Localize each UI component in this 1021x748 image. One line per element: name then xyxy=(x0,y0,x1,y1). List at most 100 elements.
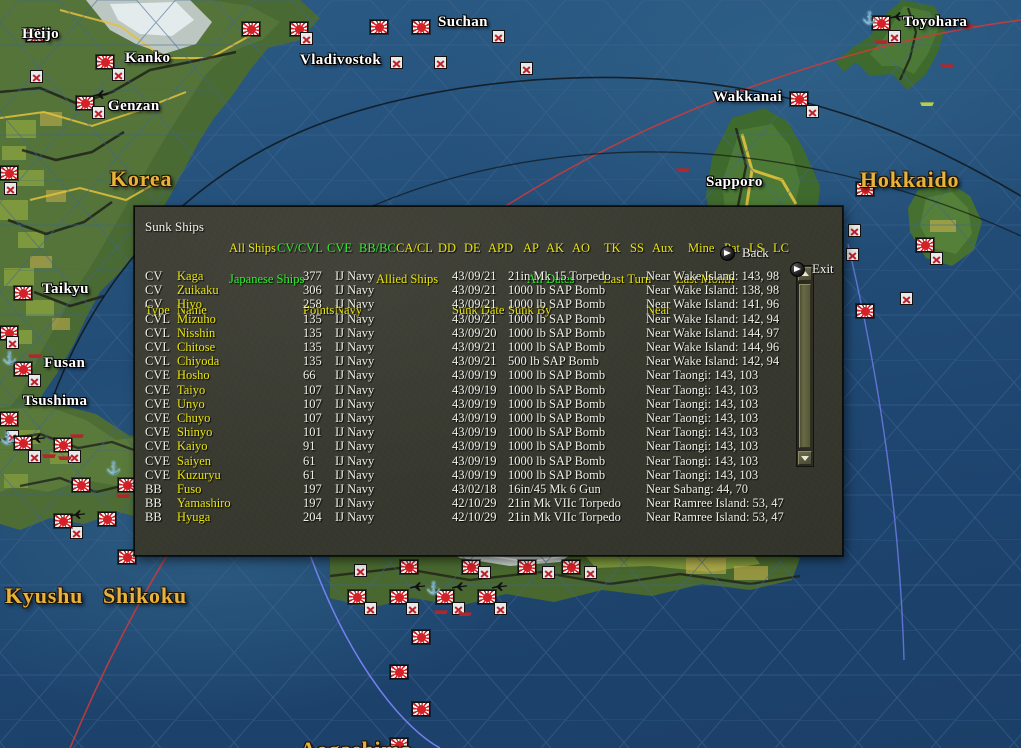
unit-counter-small[interactable] xyxy=(354,564,367,577)
column-header-sunk-by[interactable]: Sunk By xyxy=(508,303,552,317)
unit-counter[interactable] xyxy=(118,550,136,564)
unit-counter[interactable] xyxy=(14,286,32,300)
unit-counter[interactable] xyxy=(0,412,18,426)
filter-ap[interactable]: AP xyxy=(523,241,539,255)
filter-last-month[interactable]: Last Month xyxy=(676,272,734,286)
exit-button[interactable]: Exit xyxy=(790,261,1021,277)
filter-aux[interactable]: Aux xyxy=(652,241,674,255)
unit-counter-small[interactable] xyxy=(478,566,491,579)
unit-counter-small[interactable] xyxy=(542,566,555,579)
filter-all-ships[interactable]: All Ships xyxy=(229,241,276,255)
unit-counter[interactable] xyxy=(412,630,430,644)
filter-ls[interactable]: LS xyxy=(749,241,764,255)
ship-marker[interactable] xyxy=(960,24,974,28)
table-row[interactable]: BB Hyuga 204 IJ Navy 42/10/29 21in Mk VIIc To… xyxy=(135,510,842,524)
unit-counter[interactable] xyxy=(436,590,454,604)
unit-counter[interactable] xyxy=(72,478,90,492)
air-unit-icon[interactable] xyxy=(410,582,425,591)
unit-counter-small[interactable] xyxy=(452,602,465,615)
unit-counter[interactable] xyxy=(390,665,408,679)
unit-counter-small[interactable] xyxy=(434,56,447,69)
column-header-points[interactable]: Points xyxy=(303,303,335,317)
table-row[interactable]: CV Zuikaku 306 IJ Navy 43/09/21 1000 lb SAP B… xyxy=(135,283,842,297)
unit-counter-small[interactable] xyxy=(70,526,83,539)
column-header-near[interactable]: Near xyxy=(646,303,671,317)
scrollbar-thumb[interactable] xyxy=(799,284,811,448)
unit-counter[interactable] xyxy=(54,514,72,528)
filter-tk[interactable]: TK xyxy=(604,241,621,255)
unit-counter-small[interactable] xyxy=(900,292,913,305)
unit-counter[interactable] xyxy=(916,238,934,252)
unit-counter[interactable] xyxy=(390,590,408,604)
unit-counter-small[interactable] xyxy=(6,336,19,349)
table-row[interactable]: CV Hiyo 258 IJ Navy 43/09/21 1000 lb SAP Bomb… xyxy=(135,297,842,311)
unit-counter[interactable] xyxy=(856,182,874,196)
unit-counter-small[interactable] xyxy=(520,62,533,75)
air-unit-icon[interactable] xyxy=(70,510,85,519)
table-row[interactable]: CVE Kaiyo 91 IJ Navy 43/09/19 1000 lb SAP Bom… xyxy=(135,439,842,453)
column-header-navy[interactable]: Navy xyxy=(335,303,363,317)
ship-marker[interactable] xyxy=(58,456,72,460)
unit-counter-small[interactable] xyxy=(112,68,125,81)
table-row[interactable]: CVL Chitose 135 IJ Navy 43/09/21 1000 lb SAP … xyxy=(135,340,842,354)
air-unit-icon[interactable] xyxy=(890,12,905,21)
table-row[interactable]: BB Fuso 197 IJ Navy 43/02/18 16in/45 Mk 6 Gun… xyxy=(135,482,842,496)
unit-counter-small[interactable] xyxy=(584,566,597,579)
unit-counter[interactable] xyxy=(412,20,430,34)
table-row[interactable]: CV Kaga 377 IJ Navy 43/09/21 21in Mk 15 Torpe… xyxy=(135,269,842,283)
unit-counter[interactable] xyxy=(54,438,72,452)
air-unit-icon[interactable] xyxy=(93,90,108,99)
unit-counter[interactable] xyxy=(14,362,32,376)
unit-counter-small[interactable] xyxy=(806,105,819,118)
air-unit-icon[interactable] xyxy=(492,582,507,591)
back-button[interactable]: Back xyxy=(720,245,1021,261)
unit-counter-small[interactable] xyxy=(30,70,43,83)
table-row[interactable]: CVE Taiyo 107 IJ Navy 43/09/19 1000 lb SAP Bo… xyxy=(135,383,842,397)
unit-counter[interactable] xyxy=(242,22,260,36)
air-unit-icon[interactable] xyxy=(452,582,467,591)
filter-lc[interactable]: LC xyxy=(773,241,789,255)
filter-bb-bc[interactable]: BB/BC xyxy=(359,241,396,255)
unit-counter-small[interactable] xyxy=(300,32,313,45)
unit-counter[interactable] xyxy=(76,96,94,110)
column-header-type[interactable]: Type xyxy=(145,303,170,317)
unit-counter-small[interactable] xyxy=(390,56,403,69)
unit-counter[interactable] xyxy=(26,28,44,42)
table-row[interactable]: CVE Unyo 107 IJ Navy 43/09/19 1000 lb SAP Bom… xyxy=(135,397,842,411)
column-header-sunk-date[interactable]: Sunk Date xyxy=(452,303,505,317)
table-row[interactable]: CVL Nisshin 135 IJ Navy 43/09/20 1000 lb SAP … xyxy=(135,326,842,340)
unit-counter[interactable] xyxy=(370,20,388,34)
filter-apd[interactable]: APD xyxy=(488,241,514,255)
scroll-down-button[interactable] xyxy=(798,451,812,465)
air-unit-icon[interactable] xyxy=(30,434,45,443)
filter-all-dates[interactable]: All Dates xyxy=(527,272,575,286)
unit-counter[interactable] xyxy=(518,560,536,574)
unit-counter-small[interactable] xyxy=(364,602,377,615)
ship-marker[interactable] xyxy=(70,434,84,438)
filter-cv-cvl[interactable]: CV/CVL xyxy=(277,241,323,255)
unit-counter-small[interactable] xyxy=(494,602,507,615)
ship-marker[interactable] xyxy=(458,612,472,616)
unit-counter[interactable] xyxy=(462,560,480,574)
filter-mine[interactable]: Mine xyxy=(688,241,715,255)
unit-counter[interactable] xyxy=(400,560,418,574)
ship-marker[interactable] xyxy=(42,454,56,458)
unit-counter-small[interactable] xyxy=(406,602,419,615)
filter-cve[interactable]: CVE xyxy=(327,241,352,255)
table-row[interactable]: CVE Shinyo 101 IJ Navy 43/09/19 1000 lb SAP B… xyxy=(135,425,842,439)
ship-marker[interactable] xyxy=(940,64,954,68)
unit-counter-small[interactable] xyxy=(28,374,41,387)
filter-ss[interactable]: SS xyxy=(630,241,644,255)
table-row[interactable]: CVE Chuyo 107 IJ Navy 43/09/19 1000 lb SAP Bo… xyxy=(135,411,842,425)
ship-marker[interactable] xyxy=(28,354,42,358)
unit-counter[interactable] xyxy=(856,304,874,318)
unit-counter-small[interactable] xyxy=(846,248,859,261)
table-row[interactable]: BB Yamashiro 197 IJ Navy 42/10/29 21in Mk VII… xyxy=(135,496,842,510)
unit-counter[interactable] xyxy=(872,16,890,30)
unit-counter-small[interactable] xyxy=(492,30,505,43)
table-scrollbar[interactable] xyxy=(796,265,814,467)
filter-last-turn[interactable]: Last Turn xyxy=(603,272,652,286)
filter-de[interactable]: DE xyxy=(464,241,481,255)
filter-dd[interactable]: DD xyxy=(438,241,457,255)
table-row[interactable]: CVL Chiyoda 135 IJ Navy 43/09/21 500 lb SAP B… xyxy=(135,354,842,368)
